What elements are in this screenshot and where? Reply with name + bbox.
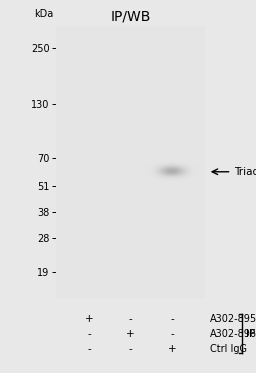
Text: Ctrl IgG: Ctrl IgG bbox=[210, 344, 247, 354]
Text: +: + bbox=[126, 329, 135, 339]
Text: -: - bbox=[129, 314, 132, 324]
Text: Triad1: Triad1 bbox=[234, 167, 256, 177]
Text: A302-896A: A302-896A bbox=[210, 329, 256, 339]
Text: A302-895A: A302-895A bbox=[210, 314, 256, 324]
Text: +: + bbox=[85, 314, 93, 324]
Text: -: - bbox=[87, 329, 91, 339]
Text: -: - bbox=[170, 314, 174, 324]
Text: -: - bbox=[170, 329, 174, 339]
Title: IP/WB: IP/WB bbox=[110, 10, 151, 23]
Text: kDa: kDa bbox=[35, 9, 54, 19]
Text: -: - bbox=[87, 344, 91, 354]
Text: IP: IP bbox=[246, 329, 255, 339]
Text: +: + bbox=[168, 344, 176, 354]
Text: -: - bbox=[129, 344, 132, 354]
